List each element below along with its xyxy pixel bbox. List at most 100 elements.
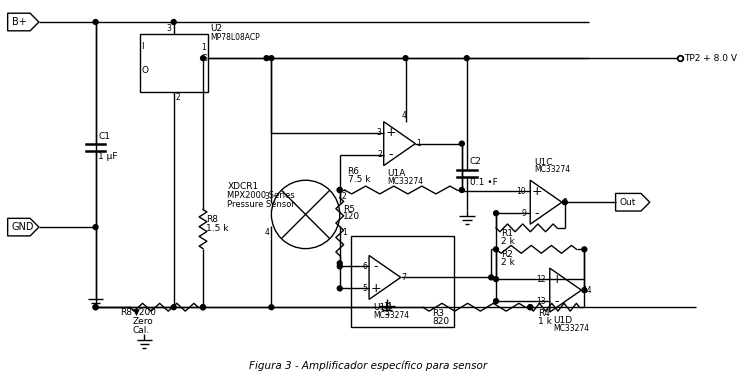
- Circle shape: [269, 305, 274, 310]
- Circle shape: [93, 305, 98, 310]
- Text: MP78L08ACP: MP78L08ACP: [210, 32, 260, 42]
- Text: GND: GND: [11, 222, 34, 232]
- Circle shape: [201, 305, 205, 310]
- Text: 0.1 •F: 0.1 •F: [470, 178, 497, 187]
- Text: -: -: [374, 260, 378, 273]
- Circle shape: [337, 261, 342, 266]
- Circle shape: [582, 247, 586, 252]
- Text: R5: R5: [343, 205, 355, 214]
- Circle shape: [337, 264, 342, 269]
- Text: 120: 120: [343, 213, 360, 221]
- Text: 2: 2: [342, 192, 347, 201]
- Circle shape: [403, 56, 408, 61]
- Text: XDCR1: XDCR1: [228, 182, 258, 191]
- Text: 12: 12: [536, 275, 546, 283]
- Text: +: +: [551, 273, 562, 286]
- Text: +: +: [385, 126, 396, 139]
- Text: R1: R1: [501, 229, 513, 238]
- Text: 6: 6: [363, 262, 367, 271]
- Text: ▼200: ▼200: [133, 308, 157, 317]
- Circle shape: [528, 305, 533, 310]
- Text: 11: 11: [383, 303, 392, 311]
- Text: 1: 1: [416, 139, 421, 148]
- Bar: [139, 34, 208, 92]
- Circle shape: [582, 288, 586, 293]
- Text: 1 k: 1 k: [538, 317, 552, 326]
- Text: 1: 1: [342, 228, 347, 237]
- Circle shape: [172, 305, 176, 310]
- Text: 820: 820: [433, 317, 449, 326]
- Text: R8: R8: [120, 308, 132, 317]
- Text: -: -: [554, 295, 559, 307]
- Text: +: +: [532, 185, 542, 198]
- Text: C2: C2: [470, 157, 482, 166]
- Circle shape: [269, 56, 274, 61]
- Circle shape: [459, 187, 464, 192]
- Text: C1: C1: [99, 132, 111, 141]
- Text: Pressure Sensor: Pressure Sensor: [228, 200, 295, 209]
- Circle shape: [201, 56, 205, 61]
- Circle shape: [172, 19, 176, 24]
- Text: O: O: [142, 66, 148, 75]
- Circle shape: [528, 305, 533, 310]
- Circle shape: [488, 275, 494, 280]
- Text: U1D: U1D: [554, 316, 573, 325]
- Text: U1C: U1C: [534, 158, 553, 166]
- Text: Out: Out: [619, 198, 636, 207]
- Text: I: I: [142, 42, 144, 51]
- Text: 1 µF: 1 µF: [99, 152, 118, 161]
- Text: Cal.: Cal.: [133, 326, 150, 335]
- Text: 2: 2: [377, 150, 382, 159]
- Circle shape: [494, 211, 499, 216]
- Text: U2: U2: [210, 24, 222, 33]
- Circle shape: [494, 299, 499, 304]
- Text: R4: R4: [538, 309, 550, 318]
- Text: MC33274: MC33274: [388, 177, 424, 186]
- Text: 7.5 k: 7.5 k: [348, 175, 370, 184]
- Circle shape: [562, 200, 567, 205]
- Circle shape: [337, 286, 342, 291]
- Circle shape: [93, 225, 98, 230]
- Circle shape: [464, 56, 469, 61]
- Text: 4: 4: [401, 111, 406, 120]
- Text: B+: B+: [11, 17, 26, 27]
- Circle shape: [337, 187, 342, 192]
- Text: R6: R6: [348, 167, 360, 176]
- Text: TP2 + 8.0 V: TP2 + 8.0 V: [685, 54, 738, 62]
- Text: 1: 1: [201, 43, 206, 52]
- Circle shape: [459, 141, 464, 146]
- Circle shape: [264, 56, 269, 61]
- Text: 7: 7: [401, 273, 407, 282]
- Circle shape: [93, 19, 98, 24]
- Text: U1B: U1B: [373, 303, 391, 312]
- Text: Zero: Zero: [133, 317, 154, 326]
- Text: MC33274: MC33274: [534, 165, 570, 174]
- Text: 9: 9: [521, 209, 527, 218]
- Text: R8: R8: [206, 215, 218, 224]
- Text: 2 k: 2 k: [501, 237, 515, 246]
- Text: U1A: U1A: [388, 170, 406, 179]
- Text: 14: 14: [583, 286, 592, 295]
- Bar: [351, 236, 455, 327]
- Text: 5: 5: [363, 284, 367, 293]
- Text: MPX2000 Series: MPX2000 Series: [228, 191, 295, 200]
- Text: R3: R3: [433, 309, 445, 318]
- Text: R2: R2: [501, 250, 513, 259]
- Circle shape: [93, 305, 98, 310]
- Text: 13: 13: [536, 297, 546, 306]
- Text: 3: 3: [377, 128, 382, 137]
- Text: MC33274: MC33274: [373, 311, 409, 320]
- Text: 3: 3: [167, 24, 172, 33]
- Circle shape: [494, 277, 499, 282]
- Text: MC33274: MC33274: [554, 324, 589, 333]
- Text: 2 k: 2 k: [501, 258, 515, 267]
- Circle shape: [201, 305, 205, 310]
- Text: 8: 8: [562, 198, 568, 207]
- Text: 1.5 k: 1.5 k: [206, 224, 228, 233]
- Text: Figura 3 - Amplificador específico para sensor: Figura 3 - Amplificador específico para …: [249, 361, 487, 371]
- Text: 2: 2: [176, 93, 181, 102]
- Text: 3: 3: [264, 192, 270, 201]
- Circle shape: [494, 247, 499, 252]
- Text: G: G: [200, 54, 207, 62]
- Text: -: -: [388, 148, 392, 161]
